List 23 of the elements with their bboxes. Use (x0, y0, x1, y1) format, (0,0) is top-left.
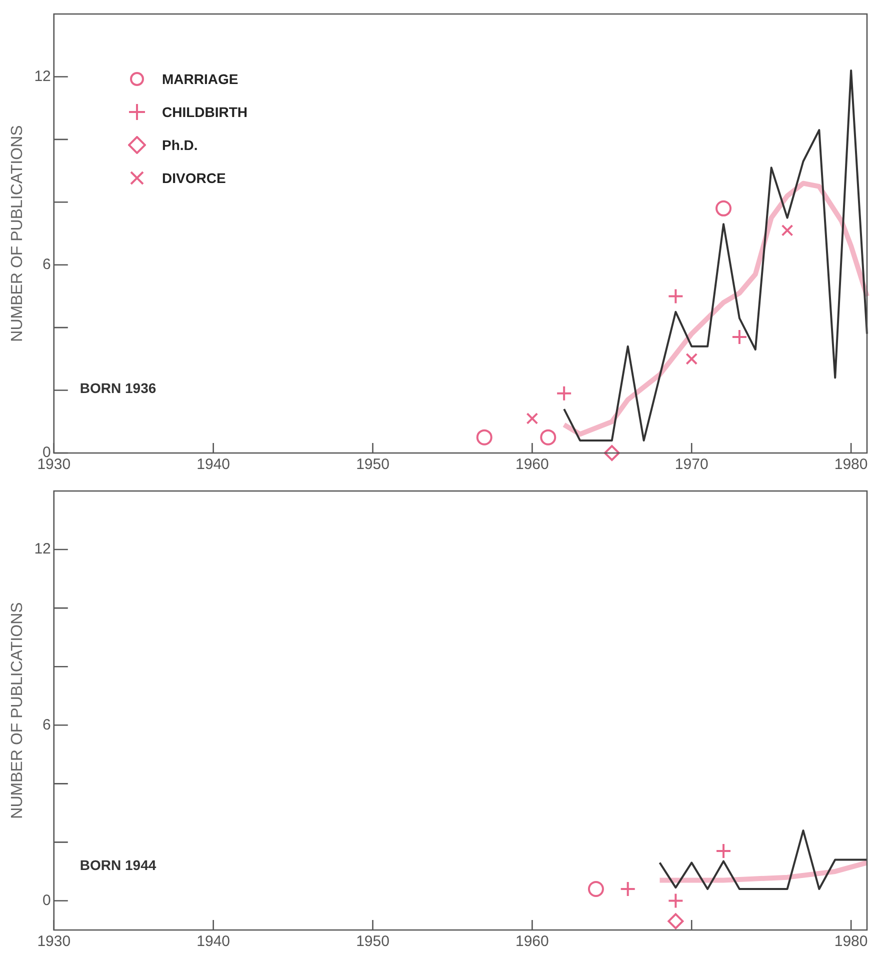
legend-label: MARRIAGE (162, 70, 238, 86)
y-tick-label: 12 (34, 540, 51, 558)
y-tick-label: 6 (42, 256, 51, 273)
x-tick-label: 1940 (196, 933, 230, 950)
y-axis-title: NUMBER OF PUBLICATIONS (9, 125, 26, 342)
legend-label: Ph.D. (162, 136, 198, 152)
y-tick-label: 0 (42, 892, 51, 909)
x-tick-label: 1980 (834, 933, 868, 950)
x-tick-label: 1950 (356, 456, 390, 474)
y-tick-label: 12 (34, 68, 51, 85)
annotation: BORN 1944 (80, 857, 156, 874)
y-tick-label: 6 (42, 716, 51, 734)
x-tick-label: 1970 (674, 456, 708, 474)
x-tick-label: 1960 (516, 456, 549, 474)
legend-label: DIVORCE (162, 170, 226, 186)
x-tick-label: 1940 (196, 456, 230, 474)
x-tick-label: 1960 (516, 933, 549, 950)
legend-label: CHILDBIRTH (162, 104, 248, 120)
annotation: BORN 1936 (80, 380, 156, 396)
x-tick-label: 1980 (834, 456, 868, 474)
y-axis-title: NUMBER OF PUBLICATIONS (9, 602, 26, 819)
x-tick-label: 1930 (37, 933, 71, 950)
x-tick-label: 1950 (356, 933, 390, 950)
